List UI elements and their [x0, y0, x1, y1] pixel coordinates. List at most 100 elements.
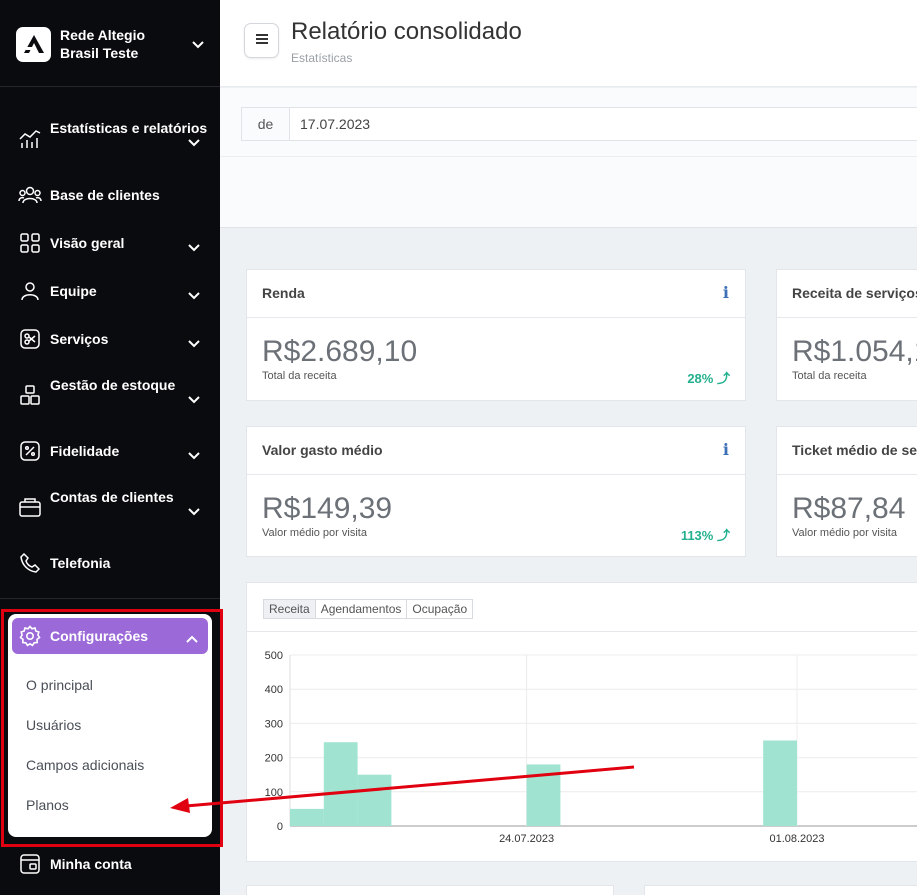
wallet-icon	[18, 495, 42, 519]
metric-card-average-ticket: Ticket médio de se R$87,84 Valor médio p…	[776, 426, 917, 557]
account-card-icon	[18, 852, 42, 876]
chart-bar	[357, 774, 392, 826]
chevron-down-icon	[188, 447, 200, 465]
hamburger-icon	[255, 32, 269, 50]
grid-icon	[18, 231, 42, 255]
user-icon	[18, 279, 42, 303]
date-from-field[interactable]: de 17.07.2023	[241, 107, 917, 141]
divider	[247, 631, 917, 632]
sidebar-item-label: Telefonia	[50, 555, 111, 571]
divider	[0, 598, 220, 599]
sidebar-item-label: Configurações	[50, 628, 149, 644]
divider	[0, 86, 220, 87]
sidebar-item-client-accounts[interactable]: Contas de clientes	[0, 487, 220, 527]
sidebar-item-label: Gestão de estoque	[50, 377, 176, 393]
sidebar-item-label: Estatísticas e relatórios	[50, 120, 208, 136]
gear-icon	[18, 624, 42, 648]
chevron-down-icon	[188, 335, 200, 353]
page-title: Relatório consolidado	[291, 18, 522, 45]
settings-subitem-plans[interactable]: Planos	[26, 797, 69, 813]
altegio-logo	[16, 26, 51, 62]
y-tick-label: 500	[265, 650, 283, 662]
sidebar-item-label: Serviços	[50, 331, 109, 347]
sidebar-item-team[interactable]: Equipe	[0, 279, 220, 303]
sidebar-item-my-account[interactable]: Minha conta	[0, 852, 220, 876]
date-prefix-label: de	[242, 108, 290, 140]
card-value: R$1.054,1	[792, 335, 917, 368]
sidebar-item-statistics[interactable]: Estatísticas e relatórios	[0, 118, 220, 158]
card-value: R$87,84	[792, 492, 906, 525]
y-tick-label: 0	[277, 821, 283, 833]
lower-card	[246, 885, 614, 895]
sidebar-item-label: Fidelidade	[50, 443, 120, 459]
tab-appointments[interactable]: Agendamentos	[314, 599, 408, 619]
sidebar-item-overview[interactable]: Visão geral	[0, 231, 220, 255]
arrow-up-icon: ⤴	[716, 528, 730, 543]
chevron-up-icon	[186, 630, 198, 648]
breadcrumb: Estatísticas	[291, 51, 353, 65]
scissors-icon	[18, 327, 42, 351]
card-title: Valor gasto médio	[262, 442, 383, 458]
divider	[220, 156, 917, 157]
sidebar-item-label: Contas de clientes	[50, 489, 174, 505]
chevron-down-icon	[192, 36, 204, 54]
card-title: Receita de serviços	[792, 285, 917, 301]
y-tick-label: 300	[265, 718, 283, 730]
chart-bar	[763, 740, 797, 826]
tab-revenue[interactable]: Receita	[263, 599, 316, 619]
settings-subitem-additional-fields[interactable]: Campos adicionais	[26, 757, 145, 773]
card-caption: Total da receita	[262, 370, 337, 382]
stats-chart-icon	[18, 127, 42, 151]
organization-name: Rede Altegio Brasil Teste	[60, 27, 146, 61]
clients-icon	[18, 183, 42, 207]
sidebar-item-telephony[interactable]: Telefonia	[0, 551, 220, 575]
percent-icon	[18, 439, 42, 463]
chart-bar	[290, 808, 324, 826]
x-tick-label: 01.08.2023	[769, 833, 824, 845]
metric-card-service-revenue: Receita de serviços R$1.054,1 Total da r…	[776, 269, 917, 401]
sidebar-item-loyalty[interactable]: Fidelidade	[0, 439, 220, 463]
info-icon[interactable]: i	[722, 283, 729, 302]
change-badge: 28% ⤴	[687, 371, 730, 386]
chart-tabs: Receita Agendamentos Ocupação	[263, 599, 474, 619]
card-value: R$2.689,10	[262, 335, 418, 368]
y-tick-label: 400	[265, 684, 283, 696]
info-icon[interactable]: i	[722, 440, 729, 459]
sidebar-item-clients[interactable]: Base de clientes	[0, 183, 220, 207]
card-caption: Valor médio por visita	[262, 527, 367, 539]
organization-switcher[interactable]: Rede Altegio Brasil Teste	[16, 24, 206, 64]
chart-card: Receita Agendamentos Ocupação 0 100 200 300…	[246, 582, 917, 862]
sidebar-item-label: Visão geral	[50, 235, 125, 251]
y-tick-label: 200	[265, 753, 283, 765]
y-tick-label: 100	[265, 787, 283, 799]
revenue-bar-chart: 0 100 200 300 400 500 24.07.2023 01.08.2023	[265, 650, 917, 845]
menu-toggle-button[interactable]	[244, 23, 279, 58]
card-caption: Total da receita	[792, 370, 867, 382]
date-from-input[interactable]: 17.07.2023	[300, 116, 371, 132]
card-caption: Valor médio por visita	[792, 527, 897, 539]
page-header: Relatório consolidado Estatísticas	[220, 0, 917, 87]
sidebar-item-inventory[interactable]: Gestão de estoque	[0, 375, 220, 415]
filter-bar: de 17.07.2023	[220, 88, 917, 228]
settings-subitem-users[interactable]: Usuários	[26, 717, 82, 733]
metric-card-average-spend: Valor gasto médio i R$149,39 Valor médio …	[246, 426, 746, 557]
lower-card	[644, 885, 917, 895]
tab-occupancy[interactable]: Ocupação	[406, 599, 474, 619]
sidebar-item-settings[interactable]: Configurações	[12, 618, 208, 654]
arrow-up-icon: ⤴	[716, 371, 730, 386]
chart-bar	[323, 742, 358, 826]
sidebar-item-label: Minha conta	[50, 856, 132, 872]
sidebar-item-label: Equipe	[50, 283, 97, 299]
phone-icon	[18, 551, 42, 575]
chevron-down-icon	[188, 503, 200, 521]
sidebar-item-services[interactable]: Serviços	[0, 327, 220, 351]
metric-card-revenue: Renda i R$2.689,10 Total da receita 28% ⤴	[246, 269, 746, 401]
x-tick-label: 24.07.2023	[499, 833, 554, 845]
settings-submenu-panel: Configurações O principal Usuários Campo…	[8, 614, 212, 837]
chevron-down-icon	[188, 391, 200, 409]
change-badge: 113% ⤴	[680, 528, 730, 543]
card-title: Ticket médio de se	[792, 442, 917, 458]
card-title: Renda	[262, 285, 305, 301]
boxes-icon	[18, 383, 42, 407]
settings-subitem-main[interactable]: O principal	[26, 677, 93, 693]
